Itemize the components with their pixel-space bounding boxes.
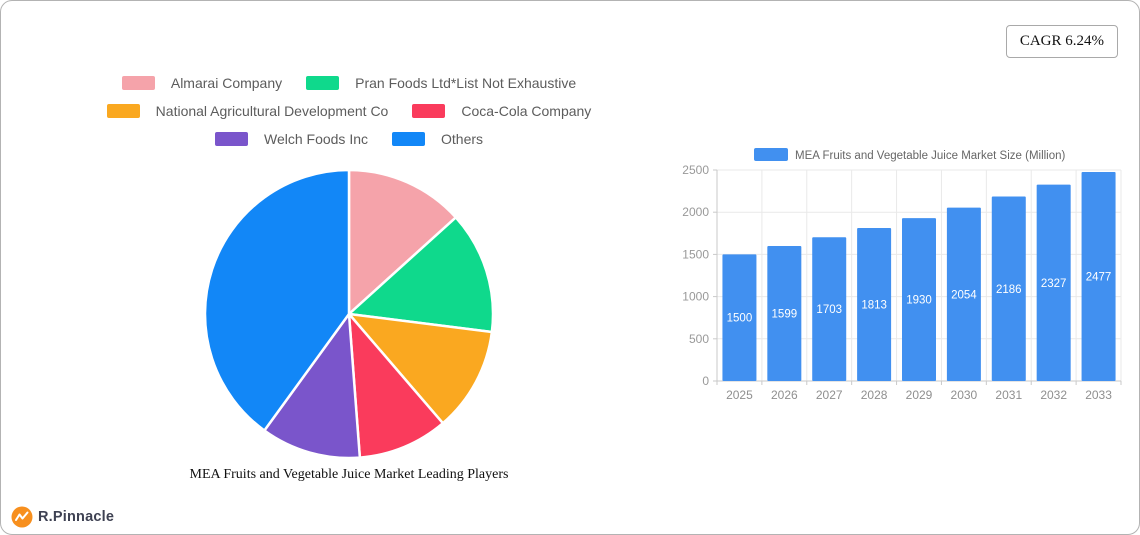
bar-value-label: 2477 bbox=[1086, 271, 1112, 283]
legend-swatch-icon bbox=[121, 76, 155, 90]
x-axis-label-2032: 2032 bbox=[1040, 388, 1067, 402]
pie-slice-welch-foods-inc[interactable] bbox=[263, 312, 362, 460]
cagr-badge-label: CAGR 6.24% bbox=[1019, 33, 1104, 49]
x-axis-label-2025: 2025 bbox=[726, 388, 753, 402]
y-axis-tick-label: 0 bbox=[702, 374, 709, 388]
x-axis-label-2026: 2026 bbox=[771, 388, 798, 402]
legend-label: Pran Foods Ltd*List Not Exhaustive bbox=[355, 75, 577, 91]
legend-item-almarai-company[interactable]: Almarai Company bbox=[121, 75, 283, 91]
pie-legend: Almarai Company Pran Foods Ltd*List Not E… bbox=[1, 75, 697, 147]
bar-value-label: 1599 bbox=[772, 309, 798, 321]
bar-legend-swatch-icon[interactable] bbox=[754, 148, 788, 161]
legend-item-national-agricultural-development-co[interactable]: National Agricultural Development Co bbox=[106, 103, 389, 119]
bar-value-label: 2327 bbox=[1041, 278, 1067, 290]
bar-2028[interactable] bbox=[857, 227, 892, 381]
logo-chart-line bbox=[15, 511, 29, 521]
brand-logo: R.Pinnacle bbox=[11, 506, 114, 528]
bar-2032[interactable] bbox=[1036, 184, 1071, 381]
legend-item-others[interactable]: Others bbox=[392, 131, 483, 147]
pie-slice-coca-cola-company[interactable] bbox=[347, 312, 445, 459]
legend-label: National Agricultural Development Co bbox=[155, 103, 389, 119]
bar-value-label: 1813 bbox=[861, 299, 887, 311]
legend-label: Others bbox=[441, 131, 484, 147]
legend-swatch-icon bbox=[306, 76, 340, 90]
pie-legend-row: National Agricultural Development Co Coca… bbox=[106, 103, 591, 119]
cagr-badge: CAGR 6.24% bbox=[1005, 25, 1118, 58]
bar-2026[interactable] bbox=[767, 246, 802, 381]
bar-legend-label[interactable]: MEA Fruits and Vegetable Juice Market Si… bbox=[795, 150, 1066, 162]
pie-slice-national-agricultural-development-co[interactable] bbox=[347, 312, 494, 425]
legend-item-coca-cola-company[interactable]: Coca-Cola Company bbox=[412, 103, 591, 119]
pie-slice-almarai-company[interactable] bbox=[347, 168, 458, 316]
legend-label: Coca-Cola Company bbox=[461, 103, 592, 119]
bar-chart: MEA Fruits and Vegetable Juice Market Si… bbox=[682, 148, 1122, 402]
bar-2031[interactable] bbox=[991, 196, 1026, 382]
legend-item-welch-foods-inc[interactable]: Welch Foods Inc bbox=[214, 131, 368, 147]
legend-swatch-icon bbox=[392, 132, 425, 146]
y-axis-tick-label: 2500 bbox=[682, 163, 709, 177]
bar-2025[interactable] bbox=[722, 254, 757, 381]
pie-legend-row: Welch Foods Inc Others bbox=[214, 131, 483, 147]
legend-swatch-icon bbox=[412, 104, 446, 118]
legend-item-pran-foods-ltd-list-not-exhaustive[interactable]: Pran Foods Ltd*List Not Exhaustive bbox=[306, 75, 576, 91]
pie-chart bbox=[203, 168, 495, 460]
legend-label: Almarai Company bbox=[170, 75, 283, 91]
pie-chart-title: MEA Fruits and Vegetable Juice Market Le… bbox=[189, 467, 509, 482]
bar-value-label: 1500 bbox=[727, 313, 753, 325]
bar-value-label: 1930 bbox=[906, 295, 932, 307]
bar-2030[interactable] bbox=[946, 207, 981, 381]
x-axis-label-2028: 2028 bbox=[861, 388, 888, 402]
bar-2029[interactable] bbox=[902, 218, 936, 381]
legend-swatch-icon bbox=[214, 132, 248, 146]
pie-legend-row: Almarai Company Pran Foods Ltd*List Not E… bbox=[121, 75, 576, 91]
x-axis-label-2031: 2031 bbox=[995, 388, 1022, 402]
bar-value-label: 2186 bbox=[996, 284, 1022, 296]
pinnacle-logo-icon bbox=[11, 506, 33, 528]
bar-value-label: 1703 bbox=[816, 304, 842, 316]
x-axis-label-2030: 2030 bbox=[951, 388, 978, 402]
x-axis-label-2029: 2029 bbox=[906, 388, 933, 402]
x-axis-label-2033: 2033 bbox=[1085, 388, 1112, 402]
y-axis-tick-label: 500 bbox=[689, 332, 709, 346]
bar-2033[interactable] bbox=[1081, 171, 1116, 381]
legend-label: Welch Foods Inc bbox=[263, 131, 368, 147]
brand-logo-text: R.Pinnacle bbox=[38, 509, 115, 525]
x-axis-label-2027: 2027 bbox=[816, 388, 843, 402]
y-axis-tick-label: 1500 bbox=[682, 247, 709, 261]
legend-swatch-icon bbox=[106, 104, 140, 118]
bar-value-label: 2054 bbox=[951, 289, 977, 301]
pie-slice-others[interactable] bbox=[203, 168, 351, 432]
y-axis-tick-label: 1000 bbox=[682, 290, 709, 304]
bar-2027[interactable] bbox=[812, 237, 847, 381]
y-axis-tick-label: 2000 bbox=[682, 205, 709, 219]
pie-slice-pran-foods-ltd-list-not-exhaustive[interactable] bbox=[347, 216, 495, 334]
